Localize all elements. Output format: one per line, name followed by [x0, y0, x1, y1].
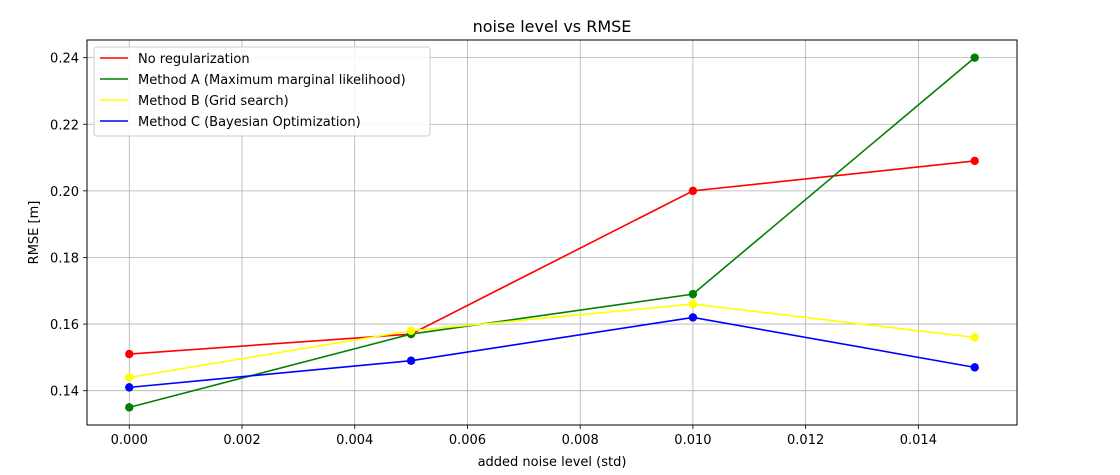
y-tick-label: 0.20: [50, 185, 79, 200]
series-lines: [129, 57, 976, 409]
series-point-2: [688, 299, 698, 309]
series-point-1: [125, 403, 134, 412]
x-axis-ticks: 0.000 0.002 0.004 0.006 0.008 0.010 0.012 0.014: [111, 425, 937, 448]
y-tick-label: 0.18: [50, 251, 79, 266]
series-point-0: [970, 156, 979, 166]
x-tick-label: 0.012: [787, 433, 824, 448]
legend-entry: Method B (Grid search): [138, 94, 289, 109]
y-tick-label: 0.16: [50, 318, 79, 333]
x-tick-label: 0.006: [449, 433, 486, 448]
chart-title: noise level vs RMSE: [473, 17, 632, 36]
legend-box: [93, 46, 431, 137]
legend: No regularization Method A (Maximum margi…: [93, 46, 431, 137]
series-point-1: [970, 53, 979, 62]
series-line-3: [129, 316, 975, 389]
series-point-3: [125, 383, 134, 392]
y-axis-ticks: 0.14 0.16 0.18 0.20 0.22 0.24: [50, 52, 87, 400]
legend-entry: Method C (Bayesian Optimization): [138, 115, 361, 130]
series-point-0: [688, 186, 698, 196]
series-point-0: [125, 349, 134, 359]
y-tick-label: 0.14: [50, 385, 79, 400]
y-axis-label: RMSE [m]: [27, 201, 42, 265]
x-axis-label: added noise level (std): [478, 455, 627, 470]
series-point-2: [970, 333, 979, 342]
series-point-3: [688, 313, 698, 322]
series-point-2: [125, 373, 134, 382]
legend-entry: Method A (Maximum marginal likelihood): [138, 73, 406, 88]
series-point-3: [970, 363, 979, 372]
series-points: [125, 53, 979, 412]
series-point-1: [688, 289, 698, 299]
series-line-2: [129, 303, 975, 379]
x-tick-label: 0.010: [674, 433, 711, 448]
x-tick-label: 0.002: [223, 433, 260, 448]
legend-entry: No regularization: [138, 52, 250, 67]
series-line-1: [129, 57, 976, 409]
y-tick-label: 0.22: [50, 118, 79, 133]
x-tick-label: 0.008: [562, 433, 599, 448]
x-tick-label: 0.014: [900, 433, 937, 448]
x-tick-label: 0.000: [111, 433, 148, 448]
x-tick-label: 0.004: [336, 433, 373, 448]
plot-frame: [86, 39, 1018, 426]
series-point-3: [406, 356, 416, 365]
y-tick-label: 0.24: [50, 52, 79, 67]
series-point-2: [406, 326, 416, 335]
